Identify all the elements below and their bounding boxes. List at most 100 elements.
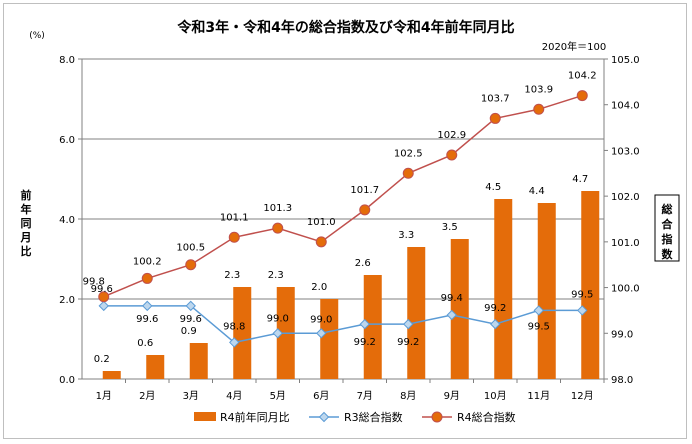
bar-r4-yoy — [363, 275, 382, 379]
r4-data-label: 101.0 — [307, 217, 336, 228]
left-axis-title-char: 年 — [21, 202, 32, 216]
x-tick-label: 2月 — [139, 390, 155, 402]
r3-marker — [490, 318, 501, 330]
r3-marker — [142, 300, 153, 312]
right-axis-title-char: 指 — [662, 232, 673, 246]
left-tick-label: 0.0 — [59, 375, 75, 386]
bar-data-label: 2.3 — [268, 270, 284, 281]
bar-data-label: 4.5 — [485, 182, 501, 193]
left-tick-label: 6.0 — [59, 135, 75, 146]
left-axis-title-char: 前 — [21, 188, 32, 202]
r3-marker — [403, 318, 414, 330]
x-tick-label: 5月 — [270, 390, 286, 402]
bar-r4-yoy — [581, 191, 600, 379]
x-tick-label: 9月 — [444, 390, 460, 402]
right-tick-label: 105.0 — [611, 55, 640, 66]
line-series — [98, 90, 588, 348]
r4-data-label: 101.7 — [350, 185, 379, 196]
r4-data-label: 102.9 — [437, 130, 466, 141]
r4-marker — [228, 231, 240, 243]
r4-marker — [533, 103, 545, 115]
r3-marker — [185, 300, 196, 312]
r3-data-label: 99.4 — [441, 293, 463, 304]
legend: R4前年同月比 R3総合指数 R4総合指数 — [194, 410, 516, 424]
r4-data-label: 103.7 — [481, 93, 510, 104]
r4-data-label: 103.9 — [524, 84, 553, 95]
x-tick-label: 8月 — [400, 390, 416, 402]
r3-marker — [229, 337, 240, 348]
left-axis-title-char: 同 — [21, 217, 32, 230]
x-tick-label: 4月 — [226, 390, 242, 402]
right-axis-title-char: 合 — [662, 217, 674, 231]
r3-marker — [98, 300, 109, 312]
r4-data-label: 101.1 — [220, 212, 249, 223]
r3-data-label: 99.6 — [136, 314, 158, 325]
r4-marker — [359, 204, 371, 216]
line-r4-index — [103, 94, 583, 298]
data-labels: 0.2 0.6 0.9 2.3 2.3 2.0 2.6 3.3 3.5 4.5 4.4 4.7 99.6… — [83, 71, 597, 365]
r3-marker — [272, 328, 283, 339]
left-axis: 0.0 2.0 4.0 6.0 8.0 — [59, 55, 82, 386]
bar-data-label: 2.0 — [311, 282, 327, 293]
left-tick-label: 4.0 — [59, 215, 75, 226]
r3-data-label: 99.0 — [267, 313, 289, 324]
bar-r4-yoy — [494, 199, 513, 379]
r4-marker — [185, 259, 197, 271]
r4-marker — [576, 90, 588, 102]
r4-marker — [98, 291, 110, 303]
r4-data-label: 99.8 — [83, 277, 105, 288]
right-axis: 98.0 99.0 100.0 101.0 102.0 103.0 104.0 105.0 — [604, 55, 640, 386]
x-tick-label: 1月 — [96, 390, 112, 402]
left-tick-label: 2.0 — [59, 295, 75, 306]
bar-r4-yoy — [450, 239, 469, 379]
right-axis-title-char: 数 — [662, 247, 674, 261]
r4-marker — [315, 236, 327, 248]
r4-marker — [489, 112, 501, 124]
legend-swatch-r4-marker — [431, 411, 443, 423]
plot-area — [81, 58, 605, 380]
bar-r4-yoy — [233, 287, 252, 379]
right-tick-label: 102.0 — [611, 192, 640, 203]
r3-data-label: 99.2 — [397, 337, 419, 348]
r4-data-label: 102.5 — [394, 148, 423, 159]
bar-data-label: 4.4 — [529, 186, 545, 197]
left-axis-title-char: 月 — [20, 231, 32, 244]
bar-data-label: 3.3 — [398, 230, 414, 241]
legend-label-r4: R4総合指数 — [457, 410, 516, 424]
bar-r4-yoy — [320, 299, 339, 379]
x-tick-label: 12月 — [571, 390, 594, 402]
bar-data-label: 0.2 — [94, 354, 110, 365]
right-axis-title-char: 総 — [662, 202, 673, 216]
x-axis: 1月 2月 3月 4月 5月 6月 7月 8月 9月 10月 11月 12月 — [96, 379, 605, 402]
bar-data-label: 2.6 — [355, 258, 371, 269]
bar-data-label: 4.7 — [572, 174, 588, 185]
right-tick-label: 104.0 — [611, 101, 640, 112]
r3-marker — [533, 305, 544, 316]
x-tick-label: 10月 — [484, 390, 507, 402]
right-tick-label: 99.0 — [611, 329, 633, 340]
r3-data-label: 99.6 — [91, 284, 113, 295]
r4-marker — [446, 149, 458, 161]
bar-data-label: 2.3 — [224, 270, 240, 281]
bar-data-label: 0.9 — [181, 326, 197, 337]
legend-swatch-r3-marker — [318, 411, 330, 423]
right-axis-title: 総合指数 — [654, 194, 680, 262]
left-axis-unit: (%) — [29, 31, 45, 41]
x-tick-label: 11月 — [527, 390, 550, 402]
r3-data-label: 99.2 — [484, 303, 506, 314]
r4-data-label: 104.2 — [568, 71, 597, 82]
right-tick-label: 100.0 — [611, 284, 640, 295]
r4-data-label: 100.2 — [133, 256, 162, 267]
r3-data-label: 99.2 — [354, 337, 376, 348]
x-tick-label: 3月 — [183, 390, 199, 402]
right-tick-label: 98.0 — [611, 375, 633, 386]
legend-label-r3: R3総合指数 — [344, 410, 403, 424]
r4-marker — [141, 272, 153, 284]
chart-frame: 令和3年・令和4年の総合指数及び令和4年前年同月比 2020年＝100 (%) … — [3, 3, 687, 439]
left-tick-label: 8.0 — [59, 55, 75, 66]
r3-marker — [577, 305, 588, 316]
line-r3-index — [103, 305, 583, 344]
r3-data-label: 99.5 — [571, 289, 593, 300]
x-tick-label: 6月 — [313, 390, 329, 402]
bar-r4-yoy — [189, 343, 208, 379]
